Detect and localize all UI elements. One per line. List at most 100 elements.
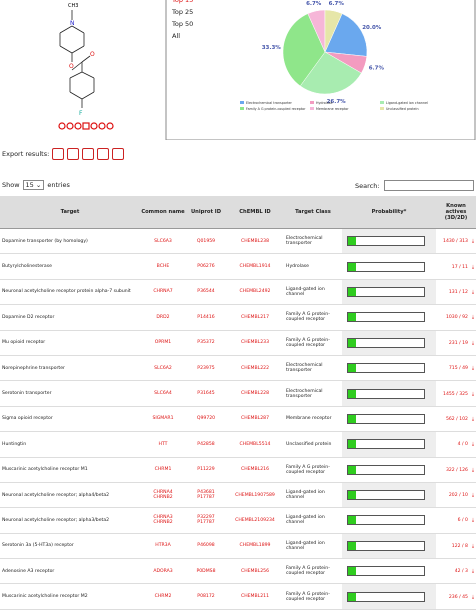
column-header[interactable]: Uniprot ID <box>186 196 226 229</box>
chembl-id[interactable]: CHEMBL287 <box>226 406 284 433</box>
chembl-id[interactable]: CHEMBL222 <box>226 355 284 382</box>
export-copy[interactable] <box>52 148 65 160</box>
chembl-id[interactable]: CHEMBL228 <box>226 380 284 407</box>
column-header[interactable]: Probability* <box>342 196 436 229</box>
download-icon[interactable]: ⤓ <box>471 391 474 397</box>
uniprot-id[interactable]: P11229 <box>197 467 215 473</box>
top-option[interactable]: Top 50 <box>172 20 194 28</box>
chembl-id[interactable]: CHEMBL1907589 <box>226 482 284 509</box>
length-select[interactable]: 15 ⌄ <box>22 180 45 190</box>
common-id[interactable]: OPRM1 <box>154 340 172 346</box>
known-actives[interactable]: 6 / 0 <box>457 518 468 524</box>
chembl-id[interactable]: CHEMBL216 <box>226 457 284 483</box>
common-id[interactable]: CHRNA3 <box>153 515 173 521</box>
chembl-id[interactable]: CHEMBL5514 <box>226 431 284 458</box>
known-actives[interactable]: 1030 / 92 <box>445 315 468 321</box>
known-actives[interactable]: 322 / 126 <box>445 467 468 473</box>
common-id[interactable]: CHRM2 <box>154 594 172 600</box>
uniprot-id[interactable]: P17787 <box>197 520 215 526</box>
download-icon[interactable]: ⤓ <box>471 239 474 245</box>
download-icon[interactable]: ⤓ <box>471 315 474 321</box>
common-id[interactable]: SIGMAR1 <box>152 416 174 422</box>
top-option[interactable]: Top 25 <box>172 8 194 16</box>
common-id[interactable]: HTT <box>158 441 168 447</box>
download-icon[interactable]: ⤓ <box>471 442 474 448</box>
known-actives[interactable]: 42 / 3 <box>454 569 468 575</box>
uniprot-id[interactable]: P14416 <box>197 314 215 320</box>
top-option[interactable]: All <box>172 32 181 40</box>
common-id[interactable]: HTR3A <box>155 543 171 549</box>
uniprot-id[interactable]: P43681 <box>197 490 215 496</box>
table-row: Neuronal acetylcholine receptor protein … <box>0 279 476 306</box>
known-actives[interactable]: 202 / 10 <box>448 493 468 499</box>
download-icon[interactable]: ⤓ <box>471 416 474 422</box>
known-actives[interactable]: 4 / 0 <box>457 442 468 448</box>
download-icon[interactable]: ⤓ <box>471 340 474 346</box>
chembl-id[interactable]: CHEMBL256 <box>226 558 284 585</box>
common-id[interactable]: CHRNB2 <box>153 495 173 501</box>
chembl-id[interactable]: CHEMBL211 <box>226 583 284 610</box>
target-name: Dopamine transporter (by homology) <box>0 228 140 255</box>
download-icon[interactable]: ⤓ <box>471 594 474 600</box>
column-header[interactable]: ChEMBL ID <box>226 196 284 229</box>
uniprot-id[interactable]: P46098 <box>197 543 215 549</box>
known-actives[interactable]: 122 / 8 <box>451 543 468 549</box>
target-class: Ligand-gated ion channel <box>284 279 342 306</box>
uniprot-id[interactable]: P08172 <box>197 594 215 600</box>
common-id[interactable]: BCHE <box>156 264 170 270</box>
known-actives[interactable]: 562 / 102 <box>445 416 468 422</box>
download-icon[interactable]: ⤓ <box>471 289 474 295</box>
uniprot-id[interactable]: P06276 <box>197 264 215 270</box>
export-print[interactable] <box>112 148 125 160</box>
known-actives[interactable]: 1430 / 313 <box>443 239 468 245</box>
download-icon[interactable]: ⤓ <box>471 569 474 575</box>
uniprot-id[interactable]: P35372 <box>197 340 215 346</box>
column-header[interactable]: Common name <box>140 196 186 229</box>
chembl-id[interactable]: CHEMBL1899 <box>226 533 284 560</box>
export-excel[interactable] <box>82 148 95 160</box>
column-header[interactable]: Target Class <box>284 196 342 229</box>
common-id[interactable]: SLC6A2 <box>154 365 172 371</box>
uniprot-id[interactable]: P32297 <box>197 515 215 521</box>
common-id[interactable]: ADORA3 <box>153 568 173 574</box>
known-actives[interactable]: 17 / 11 <box>451 264 468 270</box>
download-icon[interactable]: ⤓ <box>471 366 474 372</box>
chembl-id[interactable]: CHEMBL238 <box>226 228 284 255</box>
common-id[interactable]: SLC6A3 <box>154 238 172 244</box>
common-id[interactable]: CHRNB2 <box>153 520 173 526</box>
chembl-id[interactable]: CHEMBL217 <box>226 304 284 331</box>
download-icon[interactable]: ⤓ <box>471 543 474 549</box>
common-id[interactable]: DRD2 <box>156 314 170 320</box>
common-id[interactable]: SLC6A4 <box>154 391 172 397</box>
common-id[interactable]: CHRM1 <box>154 467 172 473</box>
uniprot-id[interactable]: P17787 <box>197 495 215 501</box>
export-pdf[interactable] <box>97 148 110 160</box>
uniprot-id[interactable]: Q99720 <box>196 416 216 422</box>
download-icon[interactable]: ⤓ <box>471 264 474 270</box>
known-actives[interactable]: 231 / 19 <box>448 340 468 346</box>
export-csv[interactable] <box>67 148 80 160</box>
chembl-id[interactable]: CHEMBL2109234 <box>226 507 284 534</box>
known-actives[interactable]: 236 / 45 <box>448 594 468 600</box>
uniprot-id[interactable]: P42858 <box>197 441 215 447</box>
uniprot-id[interactable]: P31645 <box>197 391 215 397</box>
known-actives[interactable]: 1455 / 325 <box>443 391 468 397</box>
uniprot-id[interactable]: Q01959 <box>196 238 216 244</box>
chembl-id[interactable]: CHEMBL1914 <box>226 253 284 280</box>
top-option[interactable]: Top 15 <box>172 0 194 4</box>
common-id[interactable]: CHRNA7 <box>153 289 173 295</box>
uniprot-id[interactable]: P23975 <box>197 365 215 371</box>
uniprot-id[interactable]: P0DMS8 <box>196 568 216 574</box>
search-input[interactable] <box>383 180 474 191</box>
common-id[interactable]: CHRNA4 <box>153 490 173 496</box>
chembl-id[interactable]: CHEMBL2492 <box>226 279 284 306</box>
column-header[interactable]: Known actives (3D/2D) <box>436 196 476 229</box>
download-icon[interactable]: ⤓ <box>471 493 474 499</box>
chembl-id[interactable]: CHEMBL233 <box>226 330 284 356</box>
column-header[interactable]: Target <box>0 196 140 229</box>
known-actives[interactable]: 715 / 49 <box>448 366 468 372</box>
known-actives[interactable]: 131 / 12 <box>448 289 468 295</box>
download-icon[interactable]: ⤓ <box>471 518 474 524</box>
download-icon[interactable]: ⤓ <box>471 467 474 473</box>
uniprot-id[interactable]: P36544 <box>197 289 215 295</box>
